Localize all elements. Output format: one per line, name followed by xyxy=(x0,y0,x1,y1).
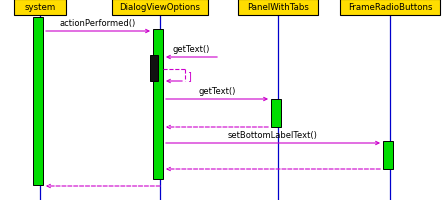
Bar xyxy=(33,18,43,185)
Bar xyxy=(340,0,440,16)
Bar xyxy=(153,30,163,179)
Text: PanelWithTabs: PanelWithTabs xyxy=(247,3,309,12)
Text: ]: ] xyxy=(187,71,190,81)
Text: DialogViewOptions: DialogViewOptions xyxy=(120,3,201,12)
Bar xyxy=(14,0,66,16)
Text: FrameRadioButtons: FrameRadioButtons xyxy=(348,3,432,12)
Text: getText(): getText() xyxy=(198,87,236,96)
Text: getText(): getText() xyxy=(173,45,210,54)
Bar xyxy=(271,100,281,127)
Bar xyxy=(112,0,208,16)
Text: system: system xyxy=(24,3,56,12)
Bar xyxy=(150,56,158,82)
Text: setBottomLabelText(): setBottomLabelText() xyxy=(228,131,318,140)
Text: actionPerformed(): actionPerformed() xyxy=(60,19,136,28)
Bar xyxy=(238,0,318,16)
Bar xyxy=(383,141,393,169)
